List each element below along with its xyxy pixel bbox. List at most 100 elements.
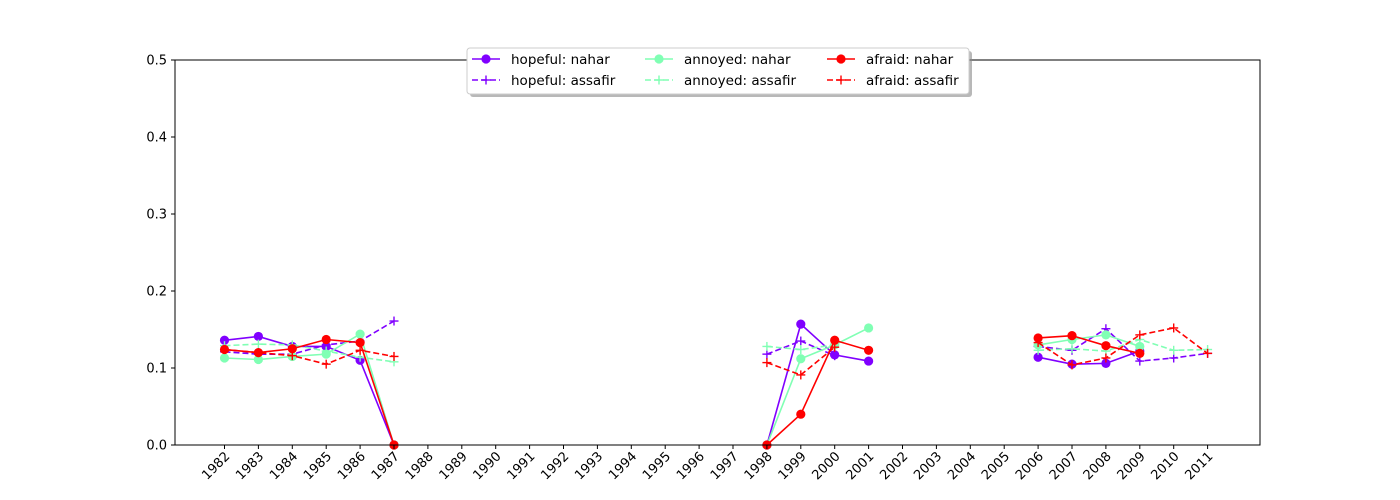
data-point — [1067, 331, 1077, 341]
series-line — [224, 335, 395, 446]
data-point — [864, 356, 874, 366]
series-line — [766, 339, 869, 446]
series-line — [1037, 350, 1141, 365]
series-line — [1037, 334, 1141, 348]
data-point — [762, 358, 772, 368]
legend-label: afraid: nahar — [866, 52, 954, 68]
data-point — [287, 344, 297, 354]
x-tick-label: 1985 — [301, 449, 335, 483]
x-tick-label: 1983 — [233, 449, 267, 483]
axes-frame — [174, 59, 1261, 446]
x-tick-label: 1986 — [335, 449, 369, 483]
legend-item: hopeful: nahar — [472, 52, 610, 68]
legend-item: annoyed: nahar — [645, 52, 791, 68]
series-line — [224, 320, 395, 355]
data-point — [1101, 330, 1111, 340]
y-tick-label: 0.5 — [146, 54, 167, 69]
data-point — [864, 345, 874, 355]
data-point — [796, 345, 806, 355]
series-line — [766, 322, 869, 446]
legend-marker — [836, 54, 846, 64]
x-tick-label: 2008 — [1081, 449, 1115, 483]
data-point — [1101, 358, 1111, 368]
data-point — [796, 319, 806, 329]
y-tick-label: 0.0 — [146, 439, 167, 454]
data-point — [1033, 338, 1043, 348]
data-point — [796, 370, 806, 380]
data-point — [830, 351, 840, 361]
legend-marker — [654, 75, 664, 85]
x-tick-label: 2000 — [810, 449, 844, 483]
x-tick-label: 1982 — [199, 449, 233, 483]
legend-marker — [481, 75, 491, 85]
legend-item: annoyed: assafir — [645, 73, 796, 89]
series-line — [224, 348, 395, 365]
x-tick-label: 1991 — [504, 449, 538, 483]
data-point — [253, 348, 263, 358]
series-line — [1038, 334, 1140, 355]
data-point — [864, 323, 874, 333]
series-layer — [219, 316, 1213, 450]
data-point — [1169, 345, 1179, 355]
data-point — [1067, 344, 1077, 354]
x-tick-label: 1990 — [471, 449, 505, 483]
x-tick-label: 2001 — [843, 449, 877, 483]
data-point — [220, 345, 229, 355]
data-point — [1135, 348, 1145, 358]
x-tick-label: 1992 — [538, 449, 572, 483]
y-tick-label: 0.1 — [146, 362, 167, 377]
data-point — [830, 335, 840, 345]
data-point — [253, 331, 263, 342]
series-line — [224, 332, 395, 446]
x-tick-label: 2002 — [877, 449, 911, 483]
data-point — [219, 353, 230, 363]
data-point — [1101, 353, 1111, 363]
legend-marker — [481, 54, 491, 64]
data-point — [1169, 323, 1179, 333]
data-point — [796, 354, 806, 364]
legend-label: annoyed: assafir — [684, 73, 796, 89]
series-afraid-assafir — [220, 323, 1213, 380]
legend-item: afraid: nahar — [827, 52, 954, 68]
data-point — [321, 346, 331, 356]
data-point — [796, 409, 806, 419]
legend-label: hopeful: assafir — [511, 73, 616, 89]
legend-label: afraid: assafir — [866, 73, 959, 89]
legend-label: annoyed: nahar — [684, 52, 791, 68]
data-point — [796, 336, 806, 346]
x-tick-label: 1987 — [369, 449, 403, 483]
x-tick-label: 1993 — [572, 449, 606, 483]
x-tick-label: 1988 — [403, 449, 437, 483]
data-point — [1067, 360, 1077, 370]
x-tick-label: 2005 — [979, 449, 1013, 483]
data-point — [355, 329, 365, 339]
data-point — [253, 354, 263, 365]
data-point — [355, 345, 365, 355]
data-point — [1033, 333, 1043, 343]
x-tick-label: 2004 — [945, 449, 979, 483]
x-tick-label: 1998 — [742, 449, 776, 483]
data-point — [355, 337, 365, 348]
series-line — [1037, 327, 1209, 366]
x-tick-label: 1989 — [437, 449, 471, 483]
data-point — [1033, 352, 1043, 362]
legend: hopeful: nahar hopeful: assafir annoyed: n… — [466, 47, 972, 97]
x-tick-label: 1997 — [708, 449, 742, 483]
data-point — [1169, 353, 1179, 363]
data-point — [1101, 341, 1111, 351]
x-tick-label: 2006 — [1013, 449, 1047, 483]
legend-marker — [836, 75, 846, 85]
y-tick-label: 0.3 — [146, 208, 167, 223]
data-point — [762, 349, 772, 359]
data-point — [762, 341, 772, 351]
x-tick-label: 2003 — [911, 449, 945, 483]
series-line — [766, 344, 835, 351]
x-tick-label: 1994 — [606, 449, 640, 483]
data-point — [389, 351, 399, 361]
x-tick-label: 1999 — [776, 449, 810, 483]
x-tick-label: 1995 — [640, 449, 674, 483]
series-line — [1038, 338, 1208, 352]
series-line — [224, 343, 395, 363]
